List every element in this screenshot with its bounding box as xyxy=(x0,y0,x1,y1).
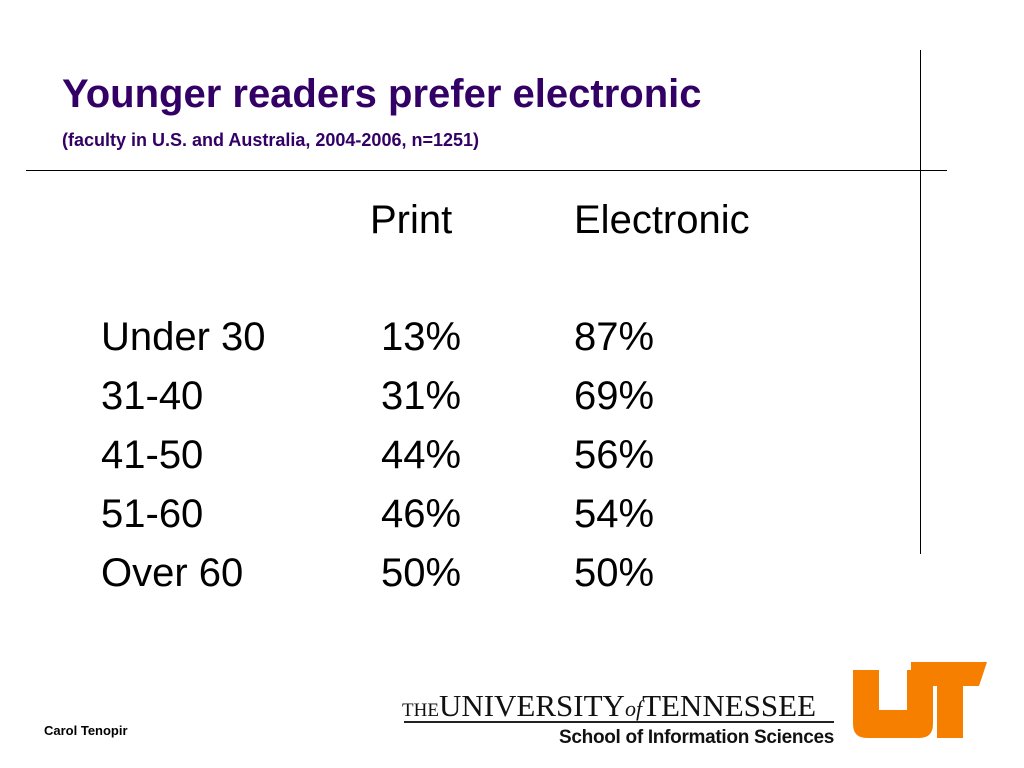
print-cell: 31% xyxy=(381,374,462,418)
university-the: THE xyxy=(402,700,439,721)
electronic-column-header: Electronic xyxy=(574,198,750,242)
print-cell: 13% xyxy=(381,315,462,359)
table-row: 31-40 31% 69% xyxy=(0,374,900,433)
print-column-header: Print xyxy=(370,198,453,242)
age-cell: Under 30 xyxy=(101,315,266,359)
table-row: Under 30 13% 87% xyxy=(0,315,900,374)
electronic-cell: 50% xyxy=(574,551,655,595)
ut-logo-t xyxy=(911,662,987,738)
electronic-cell: 69% xyxy=(574,374,655,418)
vertical-divider xyxy=(920,50,921,554)
slide-title: Younger readers prefer electronic xyxy=(62,72,702,116)
print-cell: 50% xyxy=(381,551,462,595)
print-cell: 46% xyxy=(381,492,462,536)
wordmark-rule xyxy=(404,721,834,723)
age-cell: Over 60 xyxy=(101,551,244,595)
age-cell: 41-50 xyxy=(101,433,204,477)
university-of: of xyxy=(624,696,643,721)
age-cell: 31-40 xyxy=(101,374,204,418)
electronic-cell: 87% xyxy=(574,315,655,359)
age-preference-table: Under 30 13% 87% 31-40 31% 69% 41-50 44%… xyxy=(0,315,900,610)
print-cell: 44% xyxy=(381,433,462,477)
electronic-cell: 54% xyxy=(574,492,655,536)
slide-subtitle: (faculty in U.S. and Australia, 2004-200… xyxy=(62,130,480,150)
table-row: 41-50 44% 56% xyxy=(0,433,900,492)
table-row: Over 60 50% 50% xyxy=(0,551,900,610)
author-name: Carol Tenopir xyxy=(44,723,128,738)
horizontal-divider xyxy=(26,170,947,171)
school-name: School of Information Sciences xyxy=(559,727,834,748)
university-name: THEUNIVERSITYofTENNESSEE xyxy=(402,688,816,724)
university-wordmark: THEUNIVERSITYofTENNESSEE School of Infor… xyxy=(402,688,834,752)
electronic-cell: 56% xyxy=(574,433,655,477)
ut-logo-icon xyxy=(853,662,987,738)
university-tennessee: TENNESSEE xyxy=(642,688,816,723)
ut-logo-u xyxy=(853,670,933,738)
university-word: UNIVERSITY xyxy=(438,688,625,723)
table-row: 51-60 46% 54% xyxy=(0,492,900,551)
age-cell: 51-60 xyxy=(101,492,204,536)
